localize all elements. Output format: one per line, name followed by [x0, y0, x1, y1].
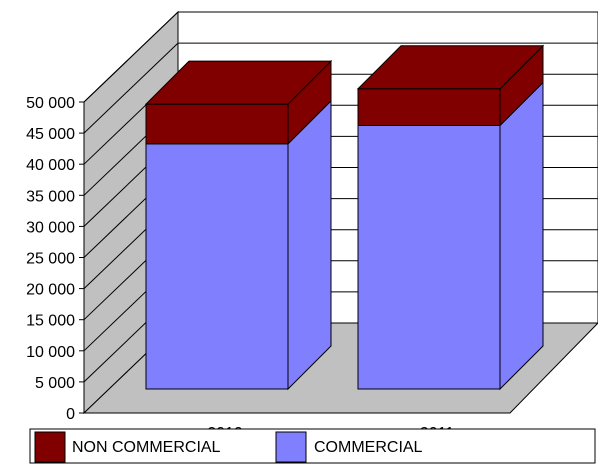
- legend: NON COMMERCIAL COMMERCIAL: [29, 428, 596, 464]
- y-tick-label: 30 000: [26, 219, 75, 236]
- legend-swatch-commercial: [275, 431, 307, 463]
- y-tick-label: 10 000: [26, 344, 75, 361]
- y-tick-label: 0: [66, 406, 75, 423]
- bars: [144, 44, 545, 391]
- gridline-side: [83, 42, 179, 134]
- y-tick-label: 5 000: [35, 375, 75, 392]
- y-tick-label: 45 000: [26, 126, 75, 143]
- y-tick-label: 35 000: [26, 188, 75, 205]
- bar-non-commercial-2010-top: [144, 60, 333, 105]
- y-tick-label: 25 000: [26, 251, 75, 268]
- bar-commercial-2011-front: [357, 125, 501, 390]
- legend-label-commercial: COMMERCIAL: [314, 439, 423, 456]
- legend-box: [29, 428, 596, 464]
- bar-non-commercial-2011-top: [356, 45, 545, 90]
- y-tick-label: 15 000: [26, 313, 75, 330]
- bar-commercial-2010-side: [287, 99, 332, 391]
- bar-commercial-2011-side: [499, 81, 544, 391]
- bar-commercial-2010-front: [145, 143, 289, 390]
- bar-non-commercial-2011-front: [357, 88, 501, 127]
- legend-swatch-non-commercial: [34, 431, 66, 463]
- bar-non-commercial-2010-front: [145, 103, 289, 145]
- legend-label-non-commercial: NON COMMERCIAL: [72, 439, 221, 456]
- y-tick-label: 20 000: [26, 282, 75, 299]
- y-tick-label: 50 000: [26, 95, 75, 112]
- y-tick-label: 40 000: [26, 157, 75, 174]
- gridline-side: [83, 11, 179, 103]
- y-tick-labels: 0 5 000 10 000 15 000 20 000 25 000 30 000 35 0…: [26, 95, 84, 423]
